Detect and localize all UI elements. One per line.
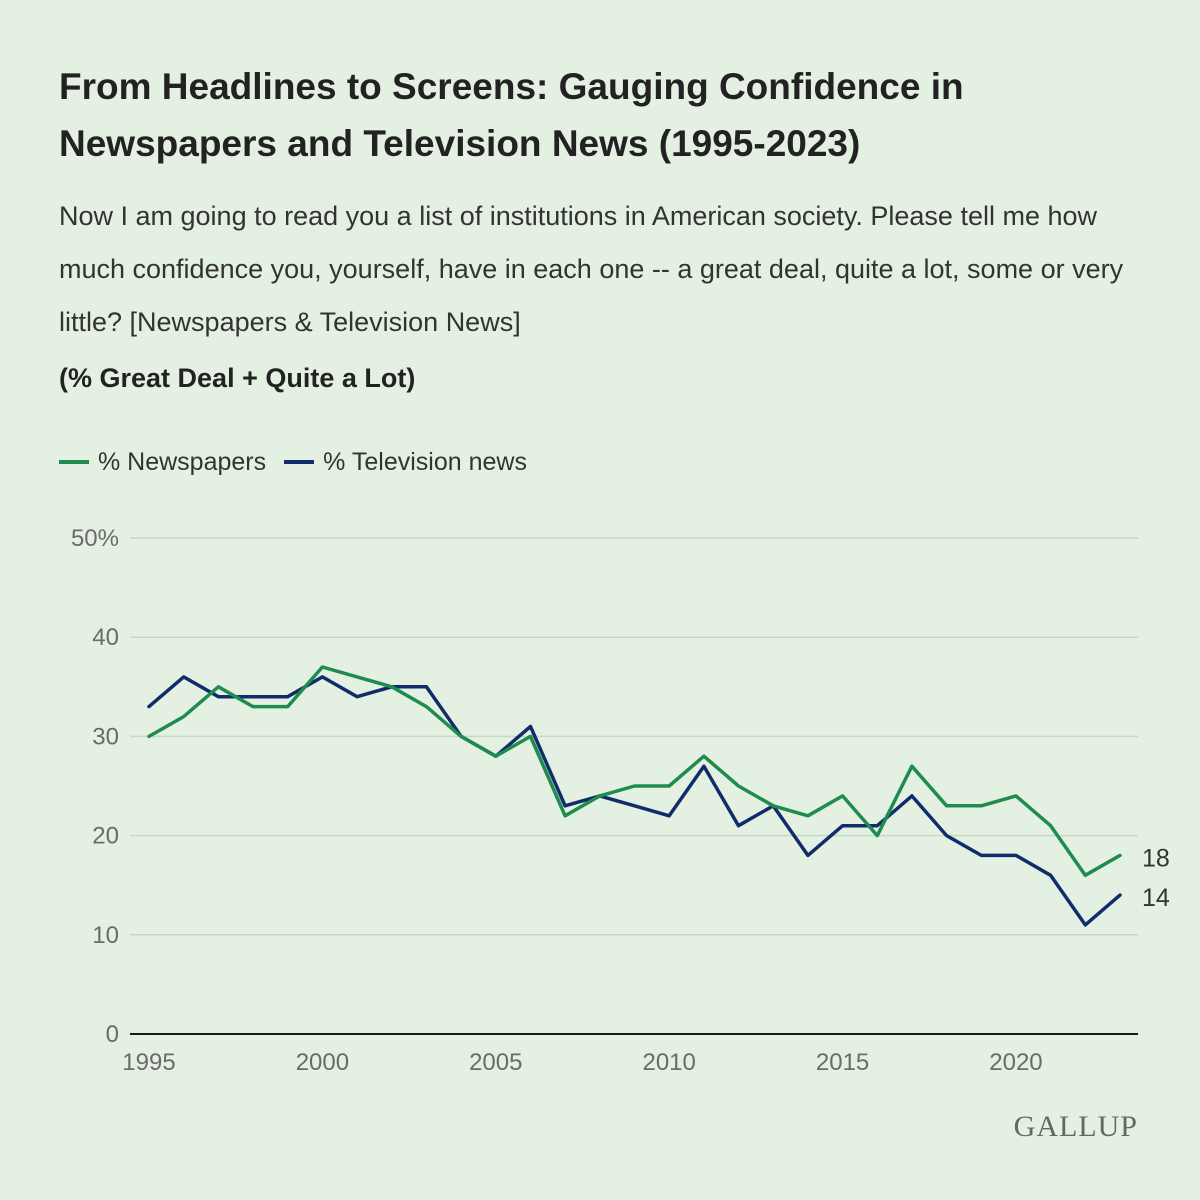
y-tick-label-20: 20 — [92, 823, 119, 850]
series-line-television-news — [147, 675, 1122, 927]
y-tick-label-30: 30 — [92, 723, 119, 750]
x-tick-label-2000: 2000 — [296, 1049, 349, 1076]
x-tick-label-2015: 2015 — [816, 1049, 869, 1076]
legend-label-television-news: % Television news — [323, 447, 527, 476]
end-label-television-news: 14 — [1142, 884, 1170, 912]
legend-label-newspapers: % Newspapers — [98, 447, 267, 476]
y-tick-label-0: 0 — [106, 1021, 119, 1048]
y-tick-label-10: 10 — [92, 922, 119, 949]
x-axis-ticks: 1995 2000 2005 2010 2015 2020 — [122, 1049, 1042, 1076]
series-line-newspapers — [147, 665, 1122, 878]
chart-legend: % Newspapers % Television news — [59, 444, 545, 480]
y-tick-label-40: 40 — [92, 624, 119, 651]
x-tick-label-2005: 2005 — [469, 1049, 522, 1076]
legend-item-television-news: % Television news — [284, 448, 527, 477]
x-tick-label-1995: 1995 — [122, 1049, 175, 1076]
legend-swatch-television-news — [284, 460, 315, 464]
legend-item-newspapers: % Newspapers — [59, 448, 266, 477]
chart-measure-note: (% Great Deal + Quite a Lot) — [59, 363, 416, 393]
y-axis-ticks: 0 10 20 30 40 50% — [71, 525, 119, 1048]
x-tick-label-2010: 2010 — [642, 1049, 695, 1076]
end-label-newspapers: 18 — [1142, 844, 1170, 872]
chart-title: From Headlines to Screens: Gauging Confi… — [59, 66, 964, 164]
chart-gridlines — [130, 537, 1138, 1035]
chart-subtitle: Now I am going to read you a list of ins… — [59, 201, 1124, 337]
legend-swatch-newspapers — [59, 460, 89, 464]
chart-series — [147, 665, 1122, 927]
x-tick-label-2020: 2020 — [989, 1049, 1042, 1076]
y-tick-label-50%: 50% — [71, 525, 119, 552]
gallup-logo: GALLUP — [1013, 1110, 1138, 1143]
